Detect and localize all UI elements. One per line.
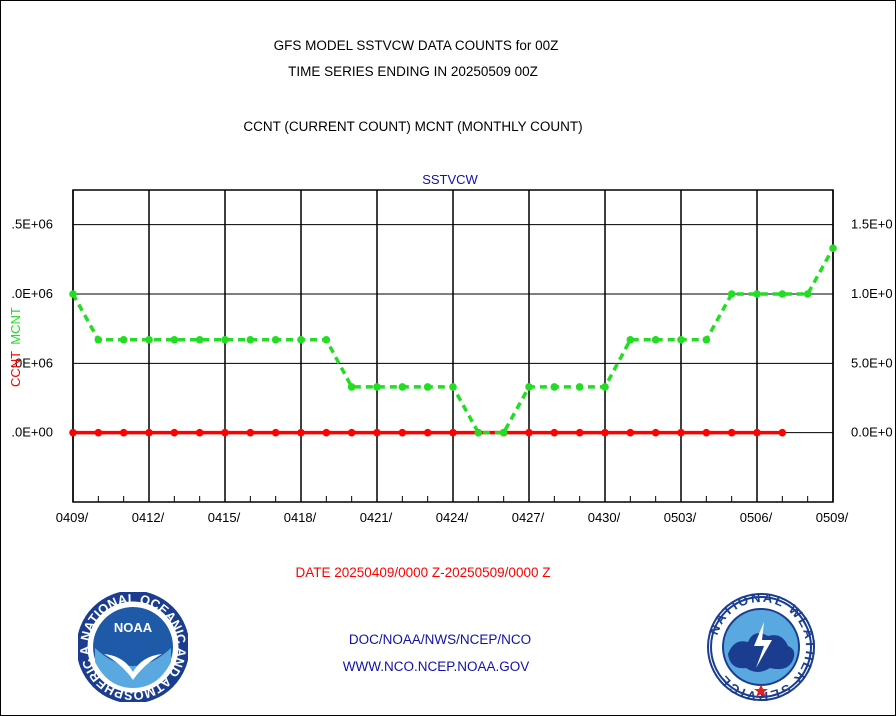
data-point-mcnt bbox=[727, 290, 736, 298]
data-point-ccnt bbox=[423, 428, 432, 437]
data-point-mcnt bbox=[601, 383, 609, 391]
data-point-ccnt bbox=[778, 428, 787, 437]
data-point-ccnt bbox=[398, 428, 407, 437]
data-point-mcnt bbox=[575, 383, 584, 391]
date-range-label: DATE 20250409/0000 Z-20250509/0000 Z bbox=[295, 565, 551, 580]
data-point-ccnt bbox=[271, 428, 280, 437]
data-point-mcnt bbox=[499, 428, 508, 437]
data-point-ccnt bbox=[322, 428, 331, 437]
data-point-ccnt bbox=[449, 428, 457, 437]
noaa-logo-text: NOAA bbox=[114, 620, 153, 635]
x-tick-label: 0409/ bbox=[56, 510, 89, 525]
data-point-mcnt bbox=[753, 290, 761, 298]
data-point-mcnt bbox=[829, 244, 837, 253]
data-point-mcnt bbox=[246, 335, 255, 344]
x-tick-label: 0427/ bbox=[512, 510, 545, 525]
x-tick-label: 0424/ bbox=[436, 510, 469, 525]
data-point-ccnt bbox=[170, 428, 179, 437]
data-point-mcnt bbox=[94, 335, 103, 344]
y-left-tick-label: .0E+06 bbox=[11, 355, 53, 370]
data-point-ccnt bbox=[525, 428, 533, 437]
data-point-mcnt bbox=[626, 335, 635, 344]
data-point-mcnt bbox=[373, 383, 381, 391]
data-point-mcnt bbox=[778, 290, 787, 298]
data-point-ccnt bbox=[347, 428, 356, 437]
data-point-mcnt bbox=[803, 290, 812, 298]
x-tick-label: 0418/ bbox=[284, 510, 317, 525]
data-point-mcnt bbox=[651, 335, 660, 344]
data-point-mcnt bbox=[449, 383, 457, 391]
y-right-tick-label: 5.0E+0 bbox=[851, 355, 893, 370]
chart-title-line1: GFS MODEL SSTVCW DATA COUNTS for 00Z bbox=[273, 38, 559, 53]
y-left-tick-label: .0E+06 bbox=[11, 286, 53, 301]
data-point-ccnt bbox=[677, 428, 685, 437]
data-point-mcnt bbox=[170, 335, 179, 344]
data-point-ccnt bbox=[550, 428, 559, 437]
data-point-mcnt bbox=[271, 335, 280, 344]
y-right-tick-label: 0.0E+0 bbox=[851, 425, 893, 440]
data-point-mcnt bbox=[423, 383, 432, 391]
data-point-ccnt bbox=[727, 428, 736, 437]
agency-line: DOC/NOAA/NWS/NCEP/NCO bbox=[348, 632, 532, 647]
data-point-mcnt bbox=[702, 335, 711, 344]
data-point-ccnt bbox=[702, 428, 711, 437]
data-point-mcnt bbox=[297, 335, 305, 344]
y-left-tick-label: .5E+06 bbox=[11, 217, 53, 232]
data-point-ccnt bbox=[246, 428, 255, 437]
x-tick-label: 0430/ bbox=[588, 510, 621, 525]
y-left-tick-label: .0E+00 bbox=[11, 425, 53, 440]
data-point-ccnt bbox=[626, 428, 635, 437]
data-point-mcnt bbox=[347, 383, 356, 391]
data-point-ccnt bbox=[601, 428, 609, 437]
data-point-ccnt bbox=[195, 428, 204, 437]
data-point-ccnt bbox=[69, 428, 77, 437]
data-point-ccnt bbox=[145, 428, 153, 437]
data-point-mcnt bbox=[474, 428, 483, 437]
chart-subtitle: CCNT (CURRENT COUNT) MCNT (MONTHLY COUNT… bbox=[243, 119, 583, 134]
x-tick-label: 0412/ bbox=[132, 510, 165, 525]
data-point-mcnt bbox=[69, 290, 77, 298]
y-axis-label-ccnt: CCNT bbox=[8, 351, 23, 387]
data-point-mcnt bbox=[677, 335, 685, 344]
panel-title: SSTVCW bbox=[422, 172, 478, 187]
x-tick-label: 0503/ bbox=[664, 510, 697, 525]
data-point-mcnt bbox=[195, 335, 204, 344]
x-tick-label: 0509/ bbox=[816, 510, 849, 525]
website-link[interactable]: WWW.NCO.NCEP.NOAA.GOV bbox=[342, 659, 530, 674]
data-point-ccnt bbox=[119, 428, 128, 437]
data-point-mcnt bbox=[119, 335, 128, 344]
data-point-ccnt bbox=[575, 428, 584, 437]
data-point-ccnt bbox=[651, 428, 660, 437]
data-point-ccnt bbox=[297, 428, 305, 437]
nws-logo: NATIONAL WEATHER SERVICE bbox=[706, 592, 816, 702]
data-point-mcnt bbox=[525, 383, 533, 391]
x-tick-label: 0415/ bbox=[208, 510, 241, 525]
data-point-mcnt bbox=[322, 335, 331, 344]
data-point-ccnt bbox=[373, 428, 381, 437]
data-point-mcnt bbox=[145, 335, 153, 344]
noaa-logo: NATIONAL OCEANIC AND ATMOSPHERIC ADMINIS… bbox=[78, 592, 188, 702]
data-point-ccnt bbox=[94, 428, 103, 437]
y-right-tick-label: 1.0E+0 bbox=[851, 286, 893, 301]
y-axis-label-mcnt: MCNT bbox=[8, 307, 23, 345]
x-tick-label: 0421/ bbox=[360, 510, 393, 525]
data-point-mcnt bbox=[398, 383, 407, 391]
data-point-mcnt bbox=[221, 335, 229, 344]
data-point-mcnt bbox=[550, 383, 559, 391]
y-right-tick-label: 1.5E+0 bbox=[851, 217, 893, 232]
x-tick-label: 0506/ bbox=[740, 510, 773, 525]
data-point-ccnt bbox=[753, 428, 761, 437]
chart-title-line2: TIME SERIES ENDING IN 20250509 00Z bbox=[288, 64, 538, 79]
data-point-ccnt bbox=[221, 428, 229, 437]
